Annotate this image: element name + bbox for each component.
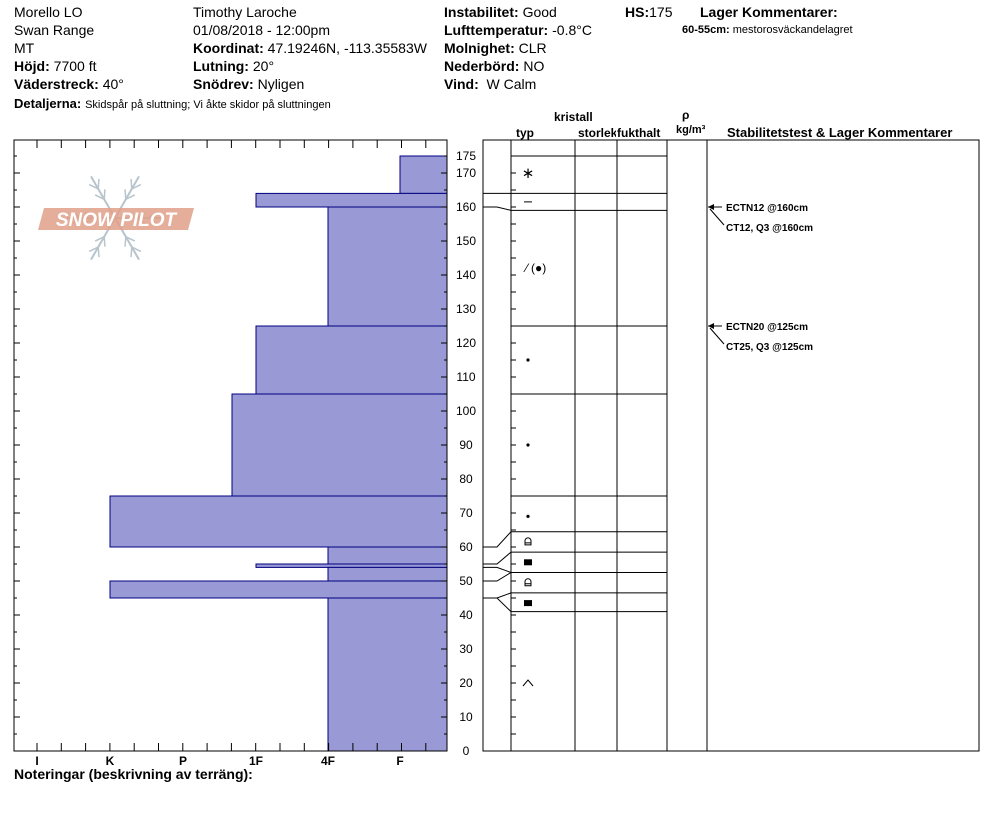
hardness-bar-2 <box>327 206 448 327</box>
density-symbol: ρ <box>682 108 690 122</box>
depth-label: 120 <box>456 336 476 350</box>
depth-label: 80 <box>459 472 473 486</box>
range-name: Swan Range <box>14 22 95 38</box>
hardness-label-I: I <box>35 754 38 768</box>
date-time: 01/08/2018 - 12:00pm <box>193 22 330 38</box>
hardness-label-1F: 1F <box>249 754 263 768</box>
test-label: CT12, Q3 @160cm <box>726 223 813 234</box>
hardness-bar-8 <box>327 566 448 582</box>
rounded-grains-icon <box>526 514 530 519</box>
depth-label: 130 <box>456 302 476 316</box>
faceted-crystals-icon <box>524 600 532 607</box>
moisture-header: fukthalt <box>617 126 661 140</box>
faceted-crystals-icon <box>524 559 532 566</box>
logo-banner <box>38 208 194 230</box>
hardness-label-P: P <box>179 754 187 768</box>
depth-label: 160 <box>456 200 476 214</box>
aspect: Väderstreck: 40° <box>14 76 124 92</box>
depth-label: 170 <box>456 166 476 180</box>
stability: Instabilitet: Good <box>444 4 557 20</box>
depth-label: 150 <box>456 234 476 248</box>
rounded-grains-icon <box>526 358 530 362</box>
depth-label: 40 <box>459 608 473 622</box>
depth-label: 0 <box>463 744 470 758</box>
test-arrow-head <box>708 323 714 329</box>
coordinates: Koordinat: 47.19246N, -113.35583W <box>193 40 427 56</box>
stability-header: Stabilitetstest & Lager Kommentarer <box>727 125 953 140</box>
size-header: storlek <box>578 126 616 140</box>
layer-comments-title: Lager Kommentarer: <box>700 4 838 20</box>
slope-angle: Lutning: 20° <box>193 58 275 74</box>
hardness-bar-3 <box>255 325 448 395</box>
layer-connector <box>483 597 512 612</box>
hardness-label-4F: 4F <box>321 754 335 768</box>
test-arrow-2 <box>709 327 725 345</box>
layer-connector <box>483 572 512 582</box>
wind-loading: Snödrev: Nyligen <box>193 76 305 92</box>
test-arrow-2 <box>709 208 725 226</box>
hardness-label-K: K <box>106 754 115 768</box>
crust-icon <box>522 679 534 687</box>
state-name: MT <box>14 40 35 56</box>
depth-label: 110 <box>456 370 475 384</box>
sky-cover: Molnighet: CLR <box>444 40 547 56</box>
depth-label: 30 <box>459 642 473 656</box>
right-panel-frame <box>482 139 980 752</box>
depth-label: 60 <box>459 540 473 554</box>
depth-label: 20 <box>459 676 473 690</box>
depth-label: 50 <box>459 574 473 588</box>
test-label: CT25, Q3 @125cm <box>726 342 813 353</box>
snow-height: HS:175 <box>625 4 673 20</box>
logo-text: SNOW PILOT <box>56 210 178 231</box>
depth-label: 140 <box>456 268 476 282</box>
density-unit: kg/m³ <box>676 124 706 136</box>
depth-label: 100 <box>456 404 476 418</box>
depth-hoar-icon <box>524 537 532 546</box>
hardness-bar-0 <box>399 155 448 194</box>
details: Detaljerna: Skidspår på sluttning; Vi åk… <box>14 96 331 111</box>
depth-hoar-icon <box>524 578 532 587</box>
hardness-bar-9 <box>109 580 448 599</box>
hardness-bar-5 <box>109 495 448 548</box>
layer-comment: 60-55cm: mestorosväckandelagret <box>682 24 853 36</box>
hardness-bar-6 <box>327 546 448 565</box>
layer-connector <box>483 531 512 548</box>
test-arrow-head <box>708 204 714 210</box>
test-label: ECTN12 @160cm <box>726 203 808 214</box>
wind: Vind: W Calm <box>444 76 537 92</box>
layer-connector <box>483 592 512 599</box>
air-temperature: Lufttemperatur: -0.8°C <box>444 22 592 38</box>
new-snow-icon: ∗ <box>522 165 535 182</box>
type-header: typ <box>516 126 534 140</box>
depth-label: 175 <box>456 149 476 163</box>
layer-connector <box>483 551 512 565</box>
hardness-bar-1 <box>255 192 448 208</box>
hardness-label-F: F <box>396 754 403 768</box>
layer-connector <box>483 566 512 573</box>
hardness-bar-4 <box>231 393 448 497</box>
elevation: Höjd: 7700 ft <box>14 58 97 74</box>
snowpilot-logo: SNOW PILOT <box>38 175 194 261</box>
location-name: Morello LO <box>14 4 83 20</box>
layer-connector <box>483 206 512 211</box>
notes-label: Noteringar (beskrivning av terräng): <box>14 766 253 782</box>
depth-label: 90 <box>459 438 473 452</box>
depth-label: 10 <box>459 710 473 724</box>
rounded-grains-icon <box>526 443 530 447</box>
hardness-bar-10 <box>327 597 448 752</box>
rounding-facets-icon: ⁄ (●) <box>523 261 547 275</box>
test-label: ECTN20 @125cm <box>726 322 808 333</box>
crystal-header: kristall <box>554 110 593 124</box>
observer-name: Timothy Laroche <box>193 4 297 20</box>
hardness-bar-7 <box>255 563 448 568</box>
precipitation: Nederbörd: NO <box>444 58 545 74</box>
depth-label: 70 <box>459 506 473 520</box>
